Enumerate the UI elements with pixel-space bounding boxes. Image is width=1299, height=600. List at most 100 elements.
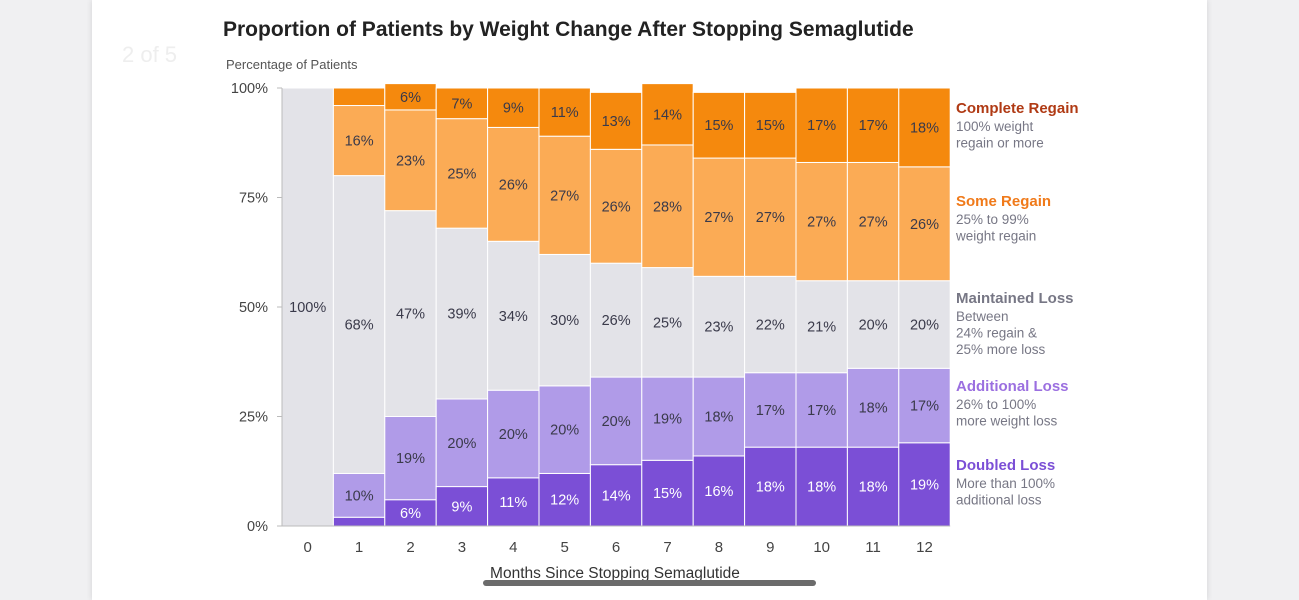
data-label: 27% [859, 215, 888, 231]
y-tick-label: 25% [239, 410, 268, 426]
data-label: 26% [499, 177, 528, 193]
data-label: 39% [447, 307, 476, 323]
data-label: 12% [550, 493, 579, 509]
data-label: 14% [653, 107, 682, 123]
data-label: 20% [550, 423, 579, 439]
data-label: 23% [396, 153, 425, 169]
bar-segment [692, 157, 746, 277]
data-label: 20% [602, 414, 631, 430]
bar-segment [538, 472, 591, 527]
data-label: 17% [756, 403, 785, 419]
legend-series-description: 26% to 100% more weight loss [956, 397, 1058, 429]
bar-segment [589, 148, 643, 264]
bar-segment [538, 87, 591, 137]
data-label: 19% [396, 451, 425, 467]
legend-series-description: 25% to 99% weight regain [955, 212, 1036, 244]
x-tick-label: 1 [355, 539, 363, 556]
data-label: 16% [704, 484, 733, 500]
data-label: 18% [859, 401, 888, 417]
bar-segment [332, 516, 386, 527]
data-label: 11% [551, 105, 579, 121]
data-label: 18% [910, 120, 939, 136]
legend-series-description: More than 100% additional loss [956, 476, 1055, 508]
data-label: 20% [499, 427, 528, 443]
bar-segment [487, 240, 540, 391]
y-tick-label: 75% [239, 191, 268, 207]
data-label: 16% [345, 134, 374, 150]
data-label: 13% [602, 114, 631, 130]
x-tick-label: 6 [612, 539, 620, 556]
data-label: 22% [756, 318, 785, 334]
bar-segment [538, 135, 591, 255]
bar-segment [384, 416, 437, 501]
x-tick-label: 2 [406, 539, 414, 556]
bar-segment [641, 144, 694, 269]
data-label: 17% [859, 118, 888, 134]
data-label: 21% [807, 320, 836, 336]
data-label: 27% [756, 210, 785, 226]
data-label: 18% [704, 410, 733, 426]
bar-segment [641, 83, 694, 146]
bar-segment [898, 367, 951, 444]
data-label: 100% [289, 300, 326, 316]
bar-segment [898, 442, 951, 527]
data-label: 26% [602, 199, 631, 215]
bar-segment [795, 280, 848, 374]
page-indicator: 2 of 5 [122, 42, 178, 67]
data-label: 20% [447, 436, 476, 452]
bar-segment [384, 109, 437, 212]
y-tick-label: 100% [231, 81, 268, 97]
bar-segment [487, 477, 540, 527]
legend-series-description: Between 24% regain & 25% more loss [956, 309, 1046, 357]
bar-segment [795, 372, 848, 448]
x-tick-label: 3 [458, 539, 466, 556]
data-label: 18% [859, 480, 888, 496]
bar-segment [435, 227, 489, 400]
legend-series-name: Additional Loss [956, 378, 1069, 395]
x-axis-label: Months Since Stopping Semaglutide [490, 565, 740, 582]
legend-series-name: Doubled Loss [956, 457, 1055, 474]
data-label: 7% [451, 96, 472, 112]
data-label: 17% [807, 118, 836, 134]
bar-segment [846, 367, 900, 448]
legend-series-name: Some Regain [956, 193, 1051, 210]
legend-series-name: Complete Regain [956, 100, 1079, 117]
bar-segment [641, 376, 694, 461]
data-label: 30% [550, 313, 579, 329]
data-label: 9% [451, 499, 472, 515]
data-label: 25% [447, 166, 476, 182]
data-label: 25% [653, 315, 682, 331]
bar-segment [538, 385, 591, 474]
legend-series-description: 100% weight regain or more [956, 119, 1044, 151]
bar-segment [898, 166, 951, 282]
bar-segment [589, 91, 643, 150]
data-label: 15% [704, 118, 733, 134]
data-label: 17% [807, 403, 836, 419]
x-tick-label: 4 [509, 539, 517, 556]
data-label: 26% [910, 217, 939, 233]
data-label: 20% [859, 318, 888, 334]
bar-segment [487, 126, 540, 242]
bar-segment [487, 389, 540, 479]
bar-segment [795, 87, 848, 163]
data-label: 68% [345, 318, 374, 334]
data-label: 27% [807, 215, 836, 231]
data-label: 15% [653, 486, 682, 502]
chart-title: Proportion of Patients by Weight Change … [223, 18, 914, 41]
bar-segment [487, 87, 540, 128]
x-tick-label: 7 [663, 539, 671, 556]
data-label: 19% [910, 477, 939, 493]
data-label: 18% [756, 480, 785, 496]
data-label: 11% [499, 495, 527, 511]
data-label: 17% [910, 399, 939, 415]
bar-segment [589, 376, 643, 466]
data-label: 26% [602, 313, 631, 329]
home-indicator-bar[interactable] [483, 580, 816, 586]
x-tick-label: 9 [766, 539, 774, 556]
bar-segment [435, 87, 489, 120]
data-label: 47% [396, 307, 425, 323]
data-label: 27% [704, 210, 733, 226]
x-tick-label: 10 [813, 539, 830, 556]
data-label: 9% [503, 101, 524, 117]
